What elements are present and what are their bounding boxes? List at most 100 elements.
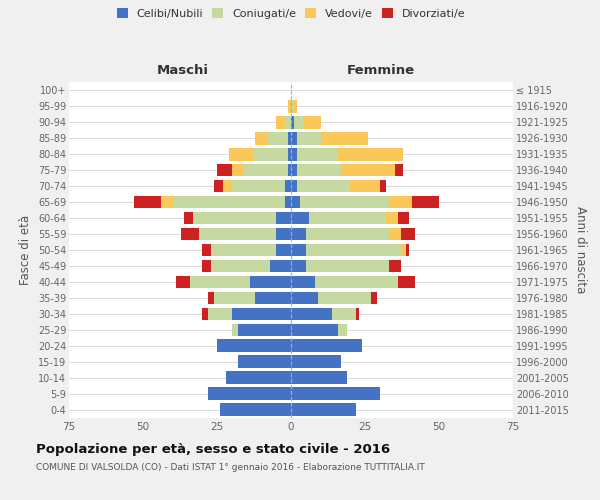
Bar	[291, 340, 362, 352]
Bar	[401, 228, 415, 240]
Bar	[291, 132, 297, 144]
Text: Femmine: Femmine	[347, 64, 415, 78]
Bar	[386, 212, 398, 224]
Bar	[190, 276, 250, 288]
Bar	[306, 228, 389, 240]
Bar	[176, 276, 190, 288]
Bar	[291, 404, 356, 415]
Bar	[285, 116, 291, 128]
Bar	[291, 372, 347, 384]
Bar	[338, 324, 347, 336]
Bar	[232, 324, 238, 336]
Bar	[291, 292, 317, 304]
Y-axis label: Anni di nascita: Anni di nascita	[574, 206, 587, 294]
Bar	[291, 164, 297, 176]
Bar	[291, 356, 341, 368]
Bar	[341, 164, 395, 176]
Bar	[389, 228, 401, 240]
Bar	[276, 228, 291, 240]
Bar	[202, 244, 211, 256]
Y-axis label: Fasce di età: Fasce di età	[19, 215, 32, 285]
Bar	[291, 100, 294, 112]
Bar	[211, 260, 270, 272]
Bar	[202, 308, 208, 320]
Bar	[181, 228, 199, 240]
Bar	[232, 308, 291, 320]
Bar	[184, 212, 193, 224]
Bar	[256, 132, 268, 144]
Bar	[303, 116, 320, 128]
Bar	[291, 212, 309, 224]
Bar	[291, 148, 297, 160]
Bar	[217, 164, 232, 176]
Bar	[291, 260, 306, 272]
Bar	[244, 164, 288, 176]
Bar	[199, 228, 276, 240]
Bar	[202, 260, 211, 272]
Bar	[300, 196, 389, 208]
Bar	[291, 324, 338, 336]
Bar	[389, 260, 401, 272]
Bar	[320, 132, 368, 144]
Bar	[288, 148, 291, 160]
Bar	[220, 404, 291, 415]
Bar	[288, 132, 291, 144]
Bar	[332, 308, 356, 320]
Bar	[398, 276, 415, 288]
Bar	[226, 372, 291, 384]
Bar	[291, 228, 306, 240]
Bar	[371, 292, 377, 304]
Bar	[406, 244, 409, 256]
Bar	[317, 292, 371, 304]
Bar	[297, 148, 338, 160]
Bar	[306, 260, 389, 272]
Bar	[291, 196, 300, 208]
Bar	[270, 260, 291, 272]
Bar	[208, 292, 214, 304]
Bar	[232, 164, 244, 176]
Bar	[338, 148, 403, 160]
Bar	[214, 292, 256, 304]
Bar	[268, 132, 288, 144]
Bar	[389, 196, 412, 208]
Bar	[229, 148, 253, 160]
Bar	[211, 244, 276, 256]
Bar	[161, 196, 173, 208]
Bar	[208, 308, 232, 320]
Bar	[401, 244, 406, 256]
Bar	[314, 276, 398, 288]
Bar	[256, 292, 291, 304]
Bar	[294, 100, 297, 112]
Text: Maschi: Maschi	[157, 64, 209, 78]
Bar	[250, 276, 291, 288]
Bar	[288, 100, 291, 112]
Bar	[217, 340, 291, 352]
Bar	[291, 244, 306, 256]
Bar	[380, 180, 386, 192]
Bar	[291, 388, 380, 400]
Bar	[276, 244, 291, 256]
Bar	[253, 148, 288, 160]
Bar	[297, 164, 341, 176]
Legend: Celibi/Nubili, Coniugati/e, Vedovi/e, Divorziati/e: Celibi/Nubili, Coniugati/e, Vedovi/e, Di…	[116, 8, 466, 19]
Bar	[297, 132, 320, 144]
Bar	[306, 244, 401, 256]
Bar	[285, 180, 291, 192]
Bar	[288, 164, 291, 176]
Bar	[173, 196, 285, 208]
Bar	[208, 388, 291, 400]
Bar	[356, 308, 359, 320]
Bar	[297, 180, 350, 192]
Bar	[232, 180, 285, 192]
Bar	[214, 180, 223, 192]
Bar	[398, 212, 409, 224]
Bar	[309, 212, 386, 224]
Bar	[291, 276, 314, 288]
Text: Popolazione per età, sesso e stato civile - 2016: Popolazione per età, sesso e stato civil…	[36, 442, 390, 456]
Bar	[238, 324, 291, 336]
Bar	[291, 180, 297, 192]
Bar	[276, 212, 291, 224]
Bar	[134, 196, 161, 208]
Bar	[291, 116, 294, 128]
Bar	[350, 180, 380, 192]
